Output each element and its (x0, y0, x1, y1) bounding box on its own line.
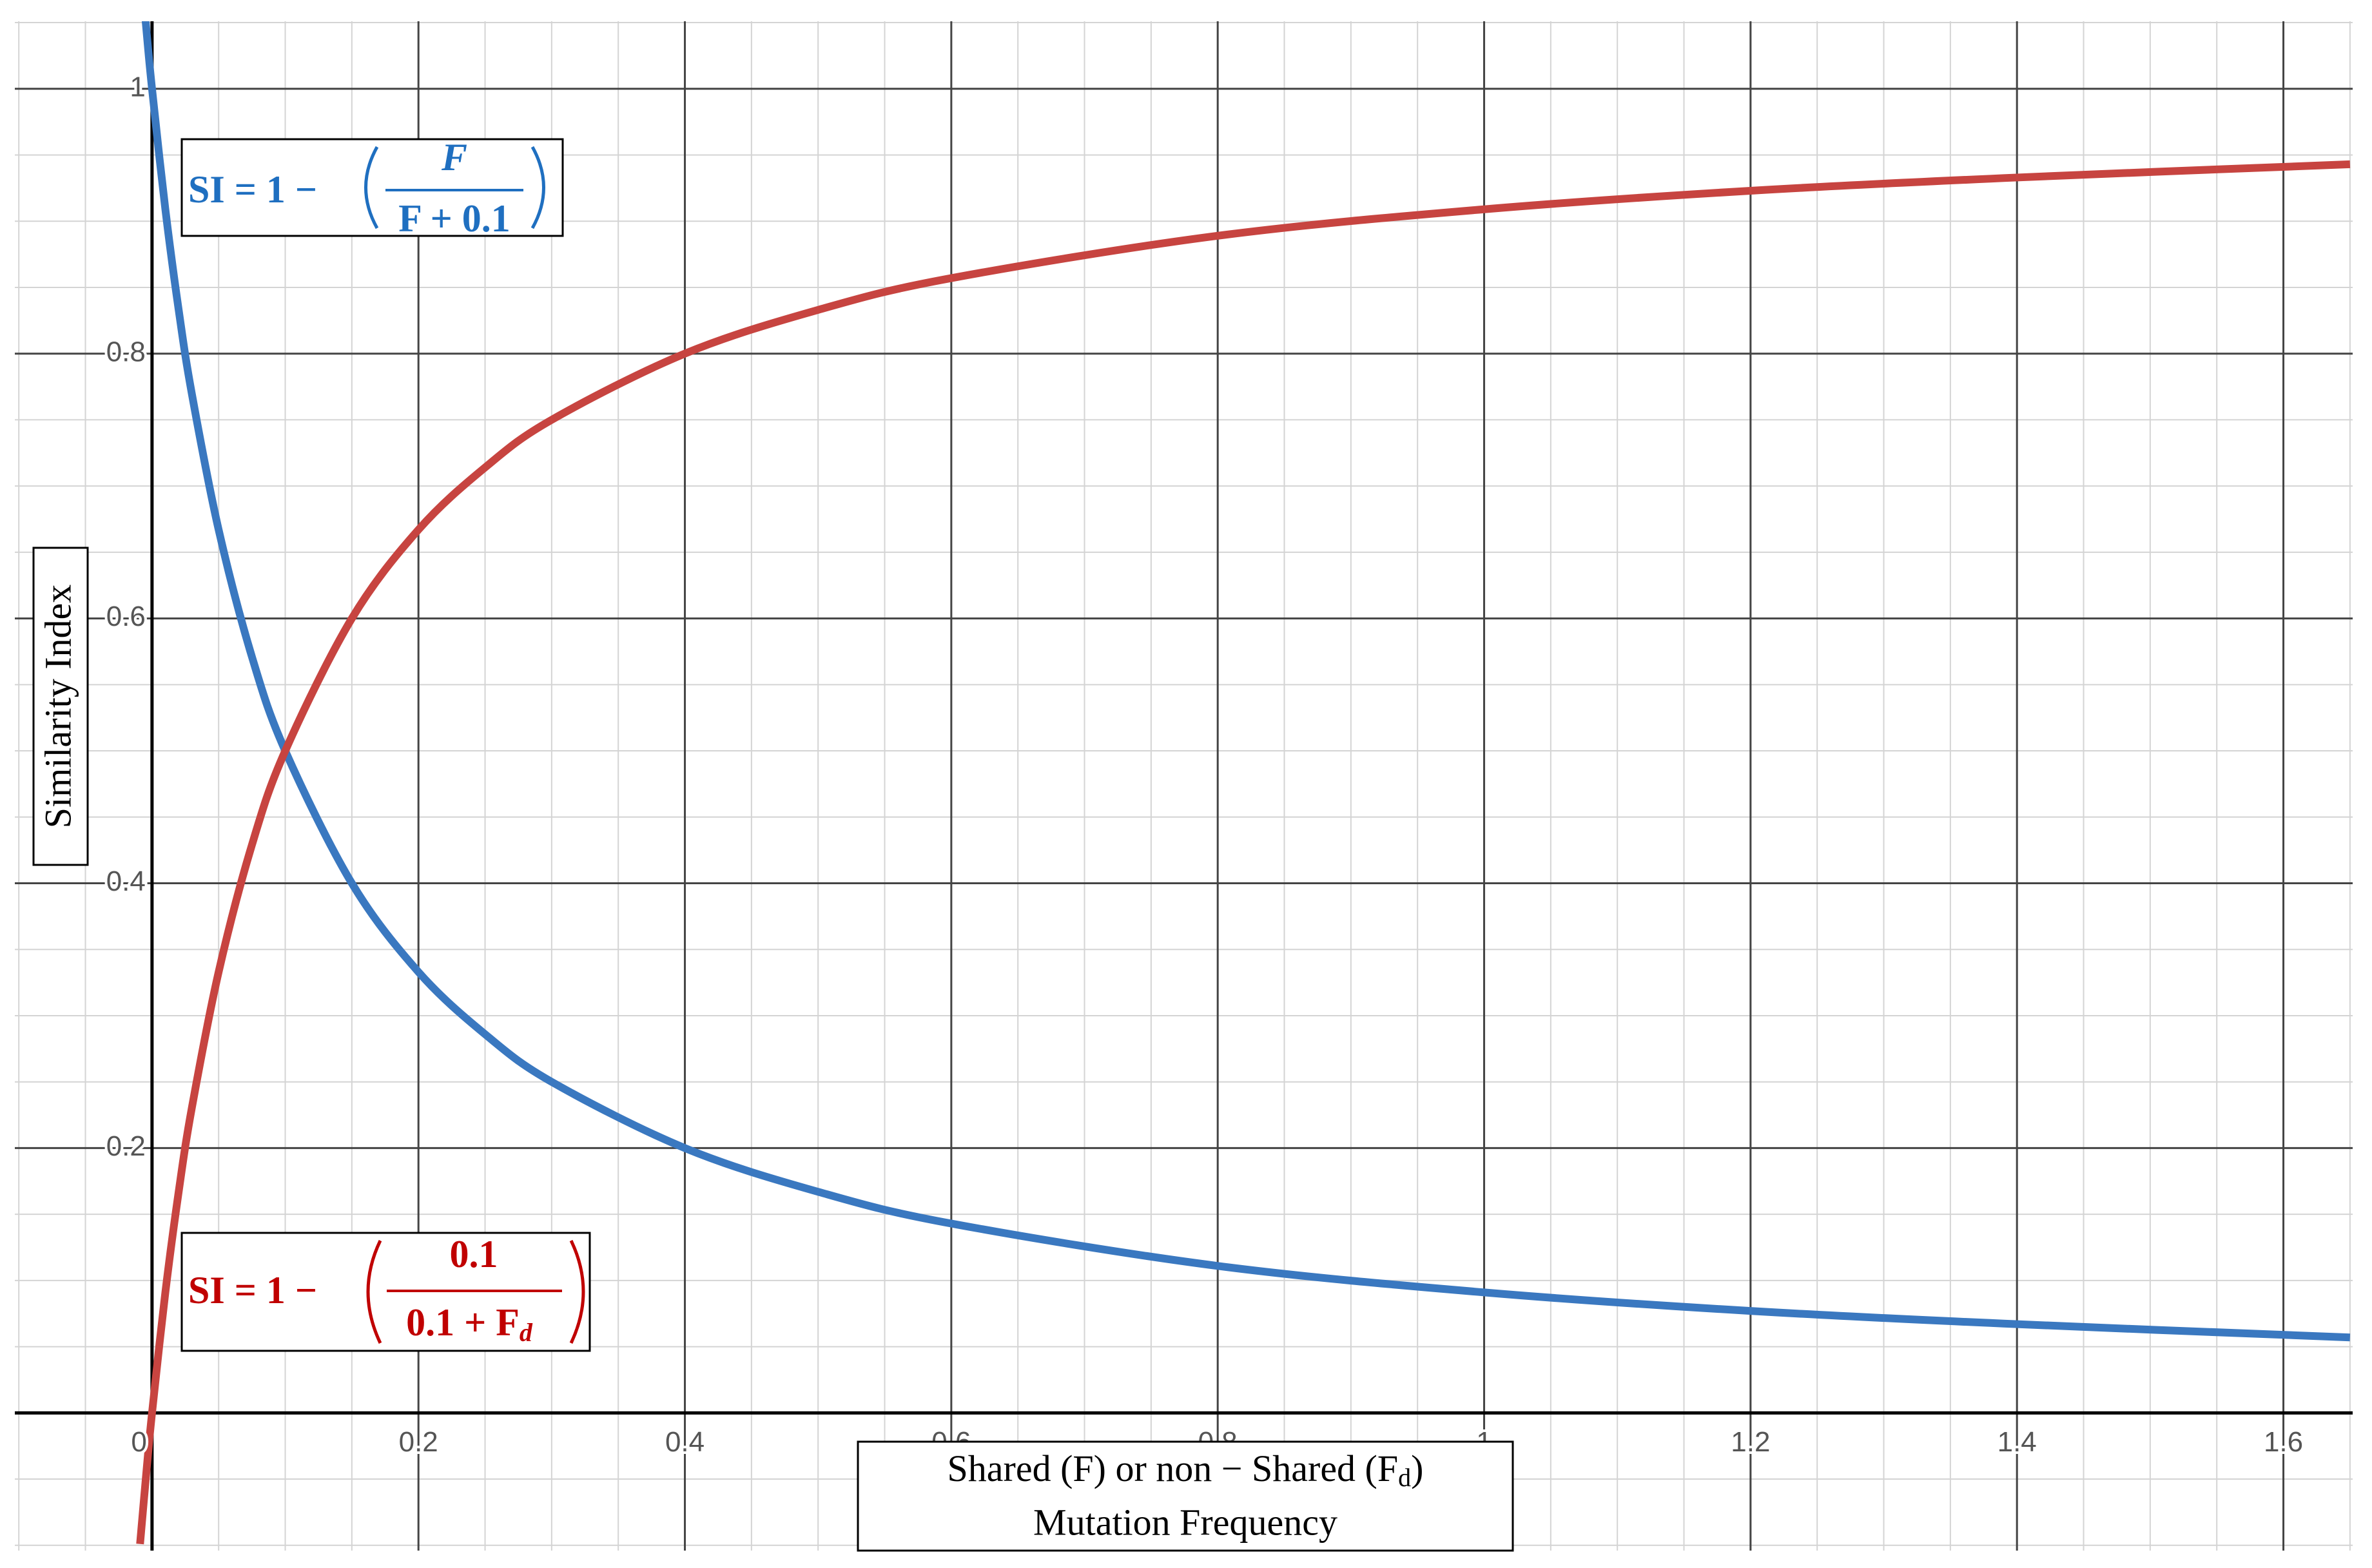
x-label-subscript: d (1398, 1463, 1411, 1492)
y-axis-label: Similarity Index (32, 547, 89, 866)
denominator-text: 0.1 + F (406, 1301, 520, 1344)
formula-denominator: 0.1 + Fd (406, 1301, 533, 1347)
x-label-line1: Shared (F) or non − Shared (Fd) (948, 1447, 1424, 1492)
curves (136, 21, 2351, 1545)
x-tick-label: 1.6 (2264, 1426, 2303, 1458)
x-tick-label: 0.2 (399, 1426, 438, 1458)
x-axis-label: Shared (F) or non − Shared (Fd) Mutation… (857, 1440, 1514, 1552)
x-tick-label: 0.4 (665, 1426, 705, 1458)
formula-prefix: SI = 1 − (188, 1269, 317, 1312)
curve (141, 21, 2351, 1342)
red-formula: SI = 1 − 0.1 0.1 + Fd (180, 1232, 591, 1352)
curve (136, 160, 2351, 1545)
formula-numerator: F (441, 136, 467, 179)
x-label-line2: Mutation Frequency (1033, 1501, 1337, 1543)
formula-box (180, 1232, 591, 1352)
y-tick-label: 1 (130, 71, 145, 102)
blue-formula: SI = 1 − F F + 0.1 (180, 136, 564, 240)
y-tick-label: 0.8 (106, 336, 146, 367)
x-tick-label: 1.4 (1998, 1426, 2037, 1458)
paren (364, 146, 379, 229)
formula-prefix: SI = 1 − (188, 168, 317, 211)
x-label-end: ) (1411, 1447, 1423, 1489)
x-tick-label: 1.2 (1731, 1426, 1770, 1458)
y-tick-label: 0.6 (106, 601, 146, 632)
formula-denominator: F + 0.1 (398, 197, 510, 240)
paren (569, 1239, 585, 1344)
label-box (32, 547, 89, 866)
label-box (857, 1440, 1514, 1552)
paren (366, 1239, 382, 1344)
axes (15, 21, 2353, 1551)
y-tick-label: 0.2 (106, 1130, 146, 1162)
y-label: Similarity Index (37, 585, 79, 829)
y-tick-label: 0.4 (106, 866, 146, 897)
x-tick-label: 0 (131, 1426, 146, 1458)
denominator-subscript: d (520, 1318, 533, 1347)
formula-numerator: 0.1 (450, 1233, 498, 1275)
paren (530, 146, 545, 229)
ticks: 00.20.40.60.811.21.41.60.20.40.60.81 (104, 68, 2306, 1460)
x-label-text: Shared (F) or non − Shared (F (948, 1447, 1399, 1489)
